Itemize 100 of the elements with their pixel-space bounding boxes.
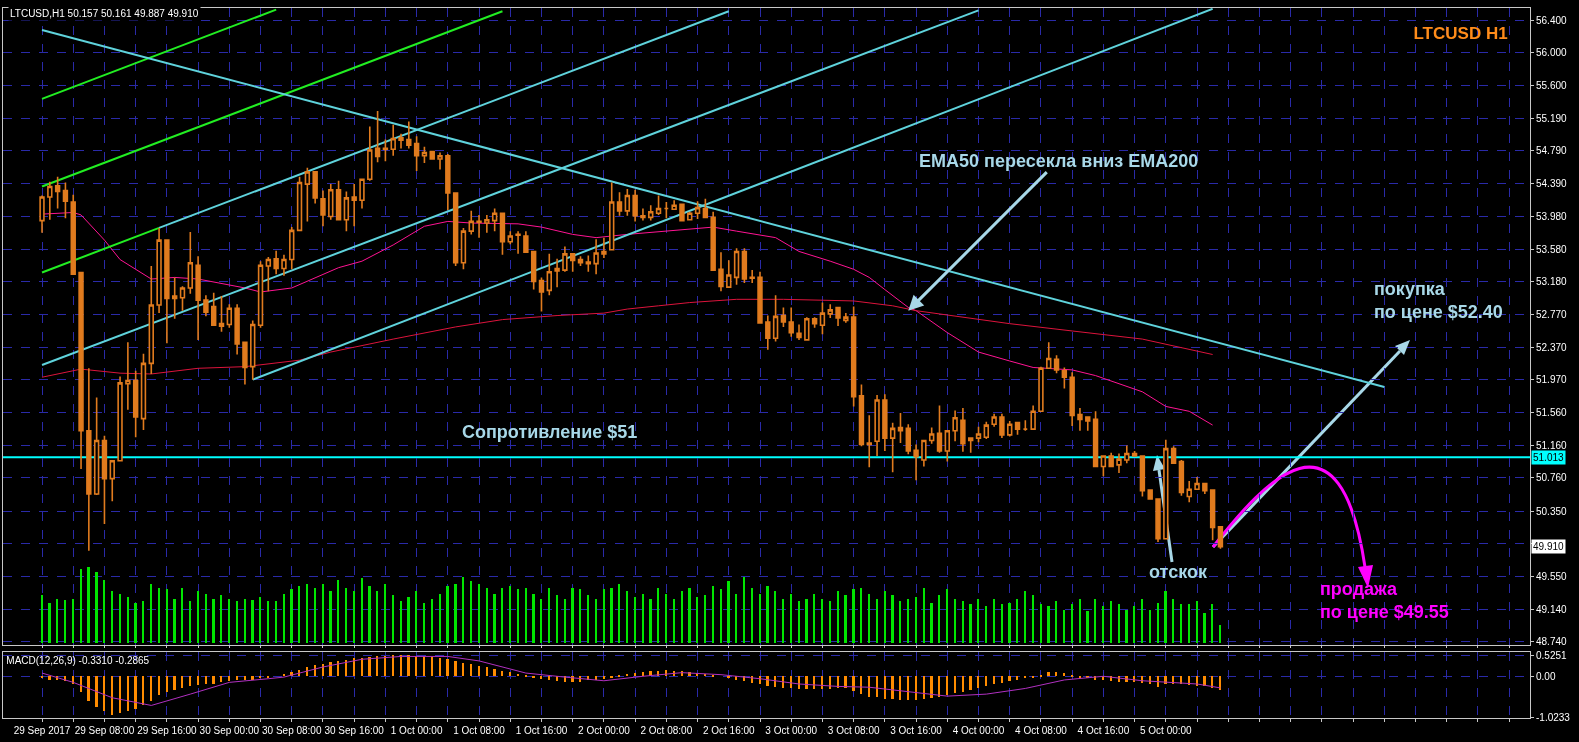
candlestick: [679, 203, 685, 222]
candlestick: [523, 230, 529, 254]
bar: [353, 658, 355, 676]
bar: [439, 658, 441, 676]
bar: [80, 676, 82, 692]
bar: [486, 667, 488, 676]
candlestick: [109, 460, 115, 503]
candlestick: [843, 312, 849, 324]
bar: [844, 676, 847, 688]
bar: [626, 591, 628, 643]
x-tick-label: 3 Oct 08:00: [827, 725, 880, 736]
candlestick: [601, 236, 607, 259]
bar: [236, 601, 238, 643]
bar: [189, 676, 191, 686]
bar: [127, 597, 129, 643]
bar: [329, 591, 332, 643]
bar: [712, 586, 714, 643]
candlestick: [616, 191, 623, 217]
candlestick: [125, 341, 131, 411]
bar: [1016, 599, 1018, 643]
candlestick: [710, 210, 716, 271]
candlestick: [1202, 482, 1208, 495]
candlestick: [164, 239, 170, 344]
x-tick-label: 2 Oct 08:00: [640, 725, 693, 736]
bar: [946, 589, 948, 643]
candlestick: [273, 249, 279, 275]
bar: [798, 601, 800, 643]
bar: [977, 676, 979, 688]
candlestick: [921, 438, 927, 468]
candlestick: [663, 201, 670, 219]
bar: [805, 676, 808, 689]
bar: [392, 595, 394, 643]
bar: [446, 586, 449, 643]
bar: [158, 588, 160, 643]
candlestick: [788, 306, 794, 338]
bar: [1047, 606, 1050, 643]
bar: [743, 577, 745, 643]
bar: [844, 595, 847, 643]
bar: [938, 676, 940, 697]
bar: [876, 676, 878, 697]
candlestick: [726, 259, 732, 289]
candlestick: [413, 135, 420, 172]
candlestick: [437, 151, 443, 171]
bar: [220, 676, 222, 682]
bar: [962, 676, 964, 692]
bar: [166, 676, 168, 692]
bar: [1219, 625, 1221, 643]
candlestick: [257, 260, 264, 329]
bar: [329, 662, 332, 676]
bar: [1102, 606, 1104, 643]
bar: [486, 588, 488, 643]
candlestick: [928, 426, 935, 445]
candlestick: [991, 412, 997, 428]
bar: [751, 588, 753, 643]
candlestick: [265, 256, 272, 292]
x-tick-label: 5 Oct 00:00: [1139, 725, 1193, 736]
candlestick: [491, 207, 498, 232]
bar: [298, 586, 300, 643]
bar: [87, 676, 90, 701]
bar: [361, 578, 363, 643]
bar: [368, 657, 371, 676]
candlestick: [936, 404, 943, 454]
bar: [1008, 676, 1011, 681]
x-tick-label: 29 Sep 16:00: [137, 725, 198, 736]
candlestick: [1217, 525, 1224, 550]
y-tick-label: 54.390: [1536, 177, 1568, 189]
candlestick: [1053, 354, 1060, 374]
candlestick: [117, 375, 123, 462]
candlestick: [757, 270, 763, 324]
candlestick: [702, 197, 709, 219]
bar: [759, 594, 761, 643]
candlestick: [655, 194, 662, 216]
bar: [111, 591, 113, 643]
ref-line-label: 51.013: [1533, 452, 1565, 463]
candlestick: [1007, 420, 1013, 438]
candlestick: [1155, 498, 1161, 543]
candlestick: [632, 188, 638, 223]
bar: [244, 599, 246, 643]
candlestick: [1092, 410, 1099, 468]
bar: [727, 581, 730, 643]
candlestick: [398, 132, 404, 150]
bar: [868, 676, 870, 697]
candlestick: [226, 303, 233, 329]
bar: [119, 676, 121, 713]
annotation: отскок: [1149, 562, 1208, 582]
candlestick: [897, 412, 904, 444]
bar: [1172, 599, 1174, 643]
bar: [423, 603, 425, 643]
candlestick: [296, 175, 303, 232]
candlestick: [445, 153, 451, 211]
bar: [649, 599, 652, 643]
bar: [556, 595, 558, 643]
bar: [837, 676, 839, 688]
candlestick: [1085, 416, 1091, 432]
bar: [322, 584, 324, 643]
bar: [681, 591, 683, 643]
bar: [954, 676, 956, 693]
bar: [407, 597, 410, 643]
bar: [634, 597, 636, 643]
candlestick: [967, 437, 974, 454]
